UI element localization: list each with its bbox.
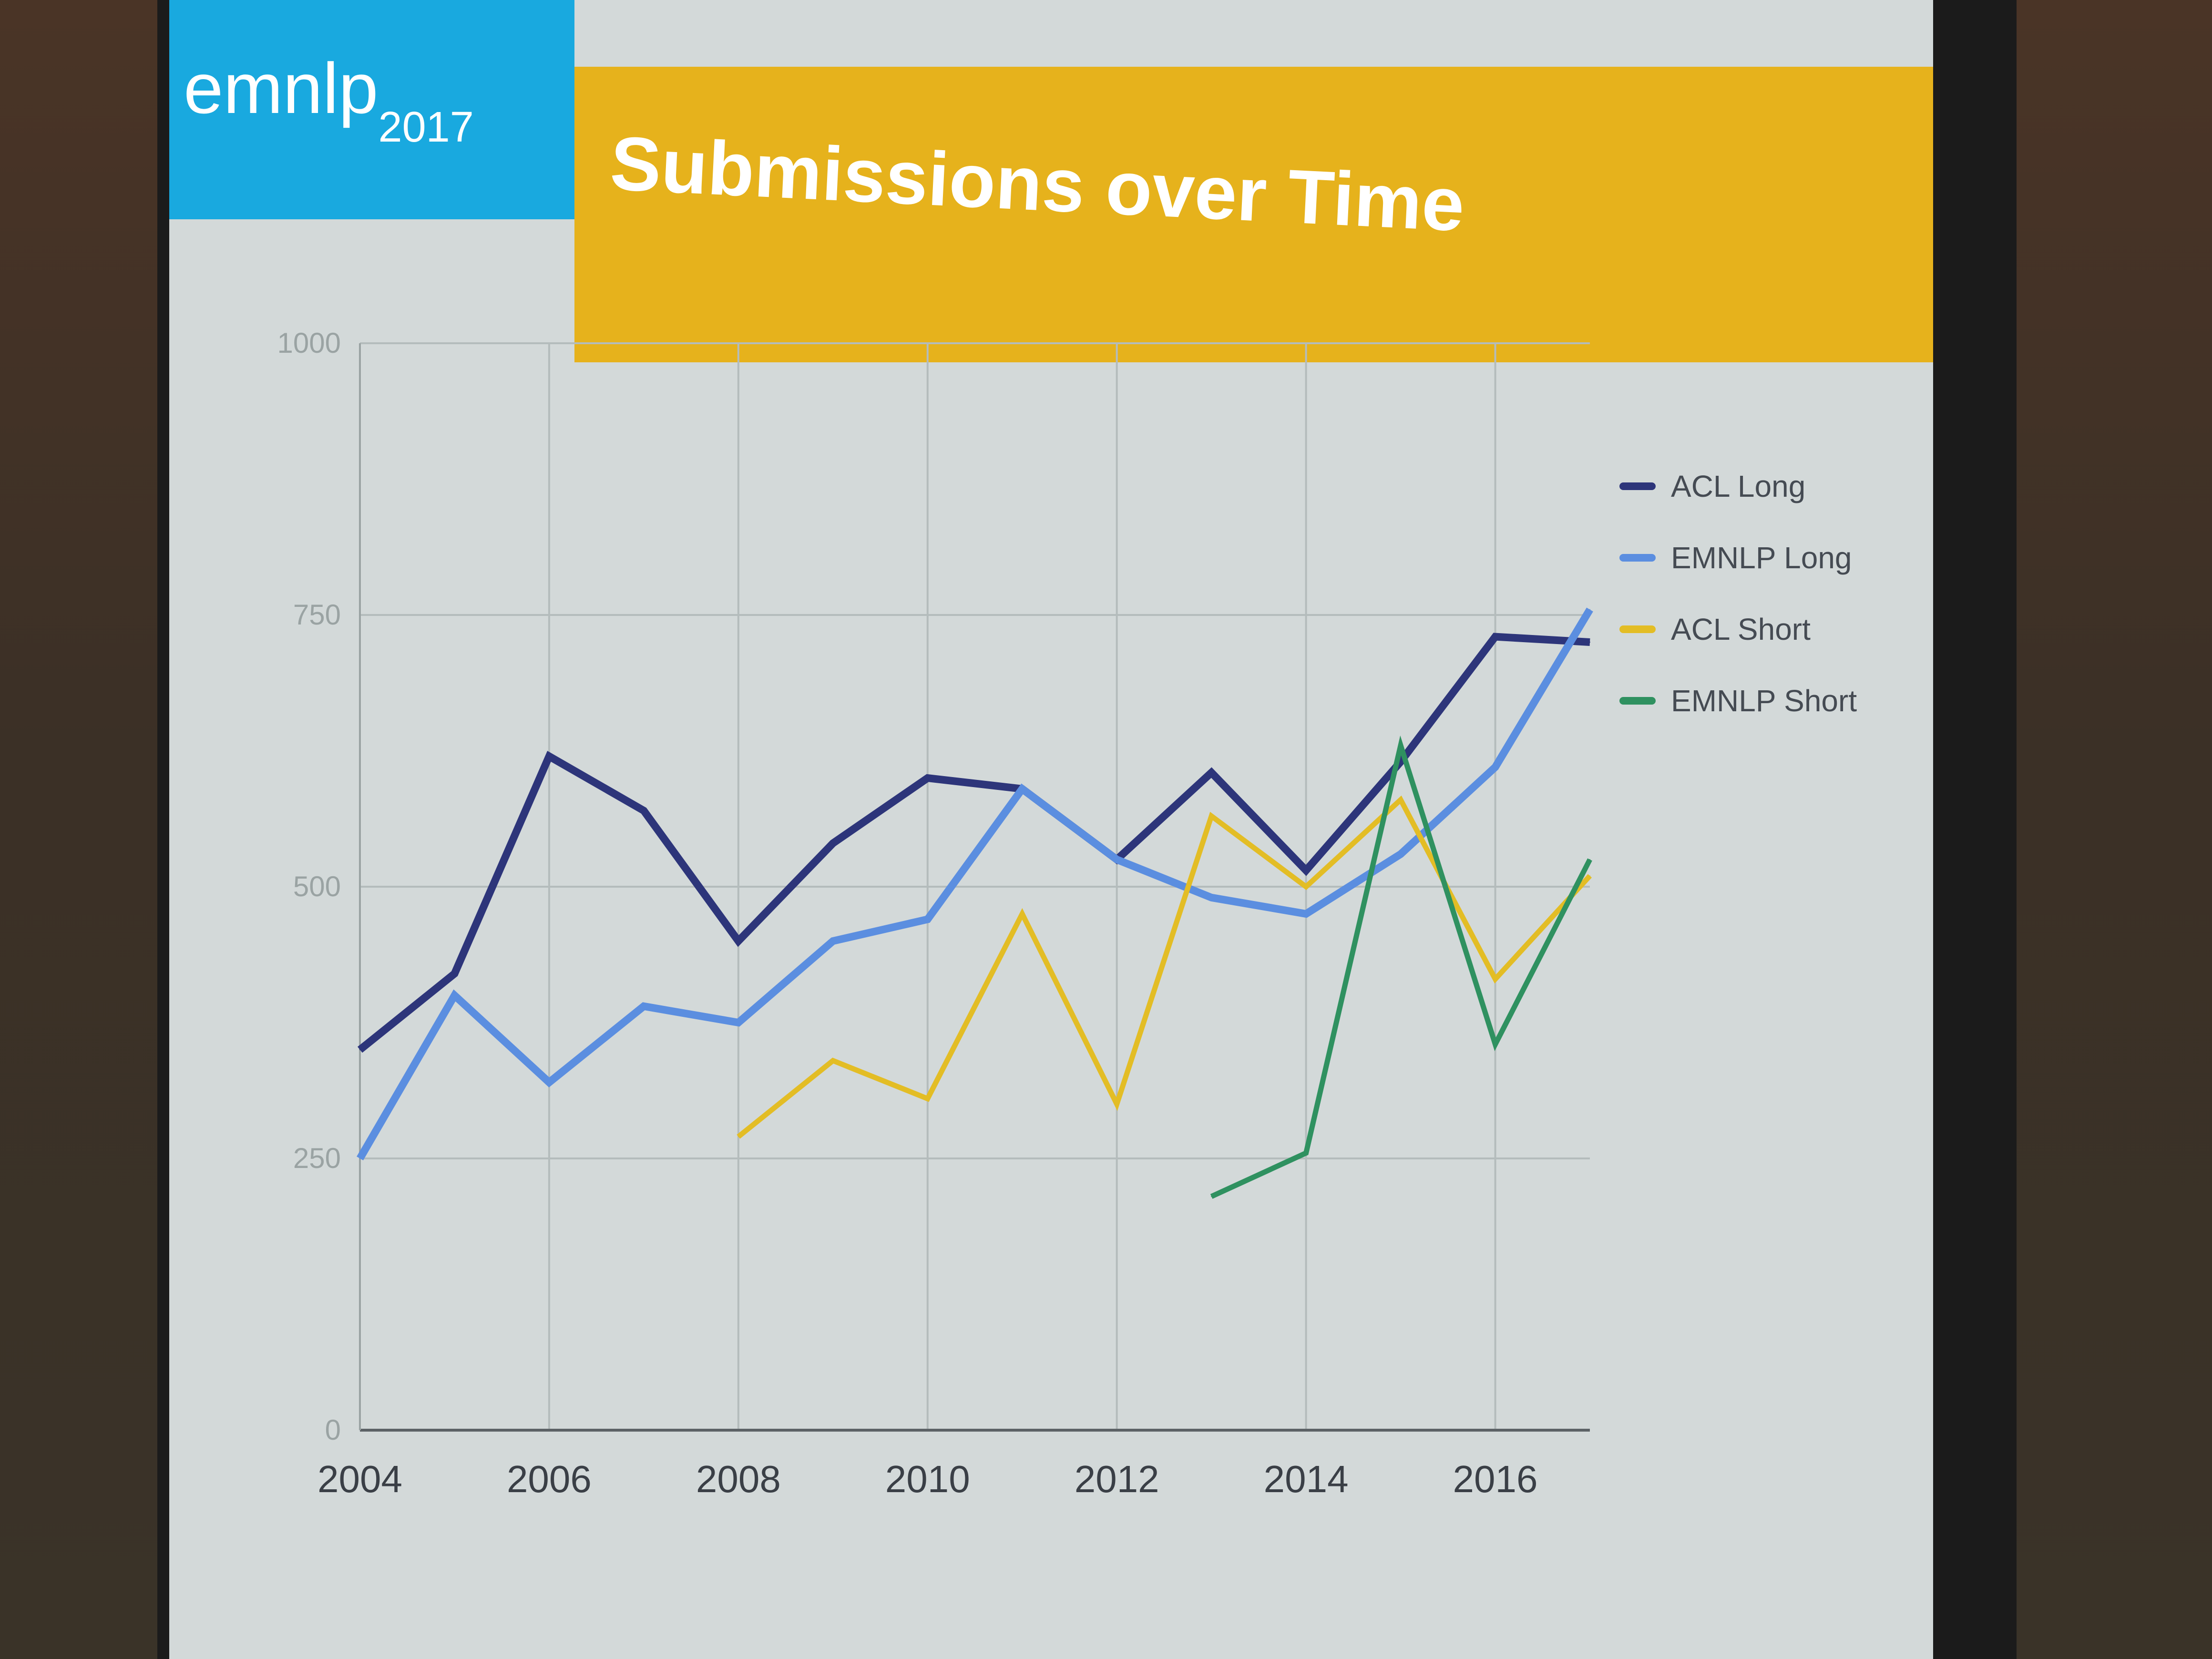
data-point-acl-short [1305,886,1307,887]
legend-label-acl-short: ACL Short [1671,612,1811,646]
conference-logo: emnlp2017 [184,52,474,149]
data-point-emnlp-short [1495,1044,1496,1045]
chart-legend: ACL Long EMNLP Long ACL Short EMNLP Short [1619,469,1857,718]
x-tick-label: 2004 [317,1458,402,1500]
data-point-acl-short [1211,815,1212,817]
x-tick-label: 2008 [696,1458,781,1500]
legend-label-emnlp-long: EMNLP Long [1671,541,1852,575]
series-line-emnlp-long [357,607,1593,1161]
data-point-emnlp-long [737,1022,739,1023]
y-tick-label: 0 [325,1414,341,1446]
y-tick-label: 1000 [277,327,341,359]
series-line-acl-short [737,795,1592,1139]
brand-name: emnlp [184,48,379,128]
line-chart: 0 250 500 750 1000 2004 2006 2008 2010 2012 2014 20… [277,327,1857,1500]
chart-grid [359,342,1590,1430]
series-line-acl-long [357,633,1590,1053]
x-tick-label: 2006 [507,1458,592,1500]
title-band [574,67,1933,362]
data-point-acl-long [454,973,455,974]
data-point-acl-short [1589,875,1590,877]
data-point-acl-long [548,756,550,757]
data-point-emnlp-short [1211,1196,1212,1197]
data-point-acl-long [1495,636,1496,637]
data-point-emnlp-long [548,1082,550,1083]
y-tick-label: 750 [293,599,341,631]
data-point-acl-short [927,1098,928,1099]
data-point-emnlp-long [1211,897,1212,898]
data-point-acl-long [1305,870,1307,871]
x-tick-label: 2016 [1453,1458,1538,1500]
data-point-acl-long [1400,761,1402,762]
data-point-emnlp-long [927,919,928,920]
x-tick-label: 2014 [1264,1458,1349,1500]
data-point-emnlp-long [1495,767,1496,768]
data-point-acl-short [1116,1104,1117,1105]
data-point-acl-short [1022,913,1023,914]
series-line-emnlp-short [1210,735,1592,1199]
data-point-acl-short [832,1060,834,1061]
y-tick-label: 500 [293,870,341,902]
data-point-emnlp-long [832,941,834,942]
data-point-emnlp-long [454,995,455,996]
data-point-emnlp-short [1400,745,1402,746]
legend-label-acl-long: ACL Long [1671,469,1805,503]
data-point-acl-short [737,1136,739,1137]
data-point-emnlp-long [1305,913,1307,914]
data-point-emnlp-long [1116,859,1117,860]
data-point-emnlp-long [1589,609,1590,610]
chart-series [357,607,1593,1199]
conference-logo-block: emnlp2017 [169,0,574,219]
data-point-acl-long [643,810,645,811]
x-tick-label: 2012 [1075,1458,1159,1500]
data-point-emnlp-long [1400,853,1402,855]
brand-year: 2017 [378,103,474,151]
data-point-acl-long [1589,642,1590,643]
data-point-acl-long [737,941,739,942]
data-point-emnlp-short [1305,1152,1307,1154]
chart-ticks: 0 250 500 750 1000 2004 2006 2008 2010 2012 2014 20… [277,327,1538,1500]
y-tick-label: 250 [293,1142,341,1174]
data-point-emnlp-long [359,1158,360,1159]
x-tick-label: 2010 [885,1458,970,1500]
data-point-acl-short [1495,978,1496,980]
data-point-acl-short [1400,799,1402,800]
data-point-emnlp-long [643,1005,645,1007]
legend-label-emnlp-short: EMNLP Short [1671,684,1857,718]
data-point-acl-long [1211,772,1212,773]
data-point-emnlp-short [1589,859,1590,860]
chart-axes [359,343,1590,1432]
data-point-acl-long [832,842,834,844]
slide: emnlp2017 Submissions over Time 0 250 500 7… [169,0,1933,1659]
data-point-acl-long [359,1049,360,1050]
